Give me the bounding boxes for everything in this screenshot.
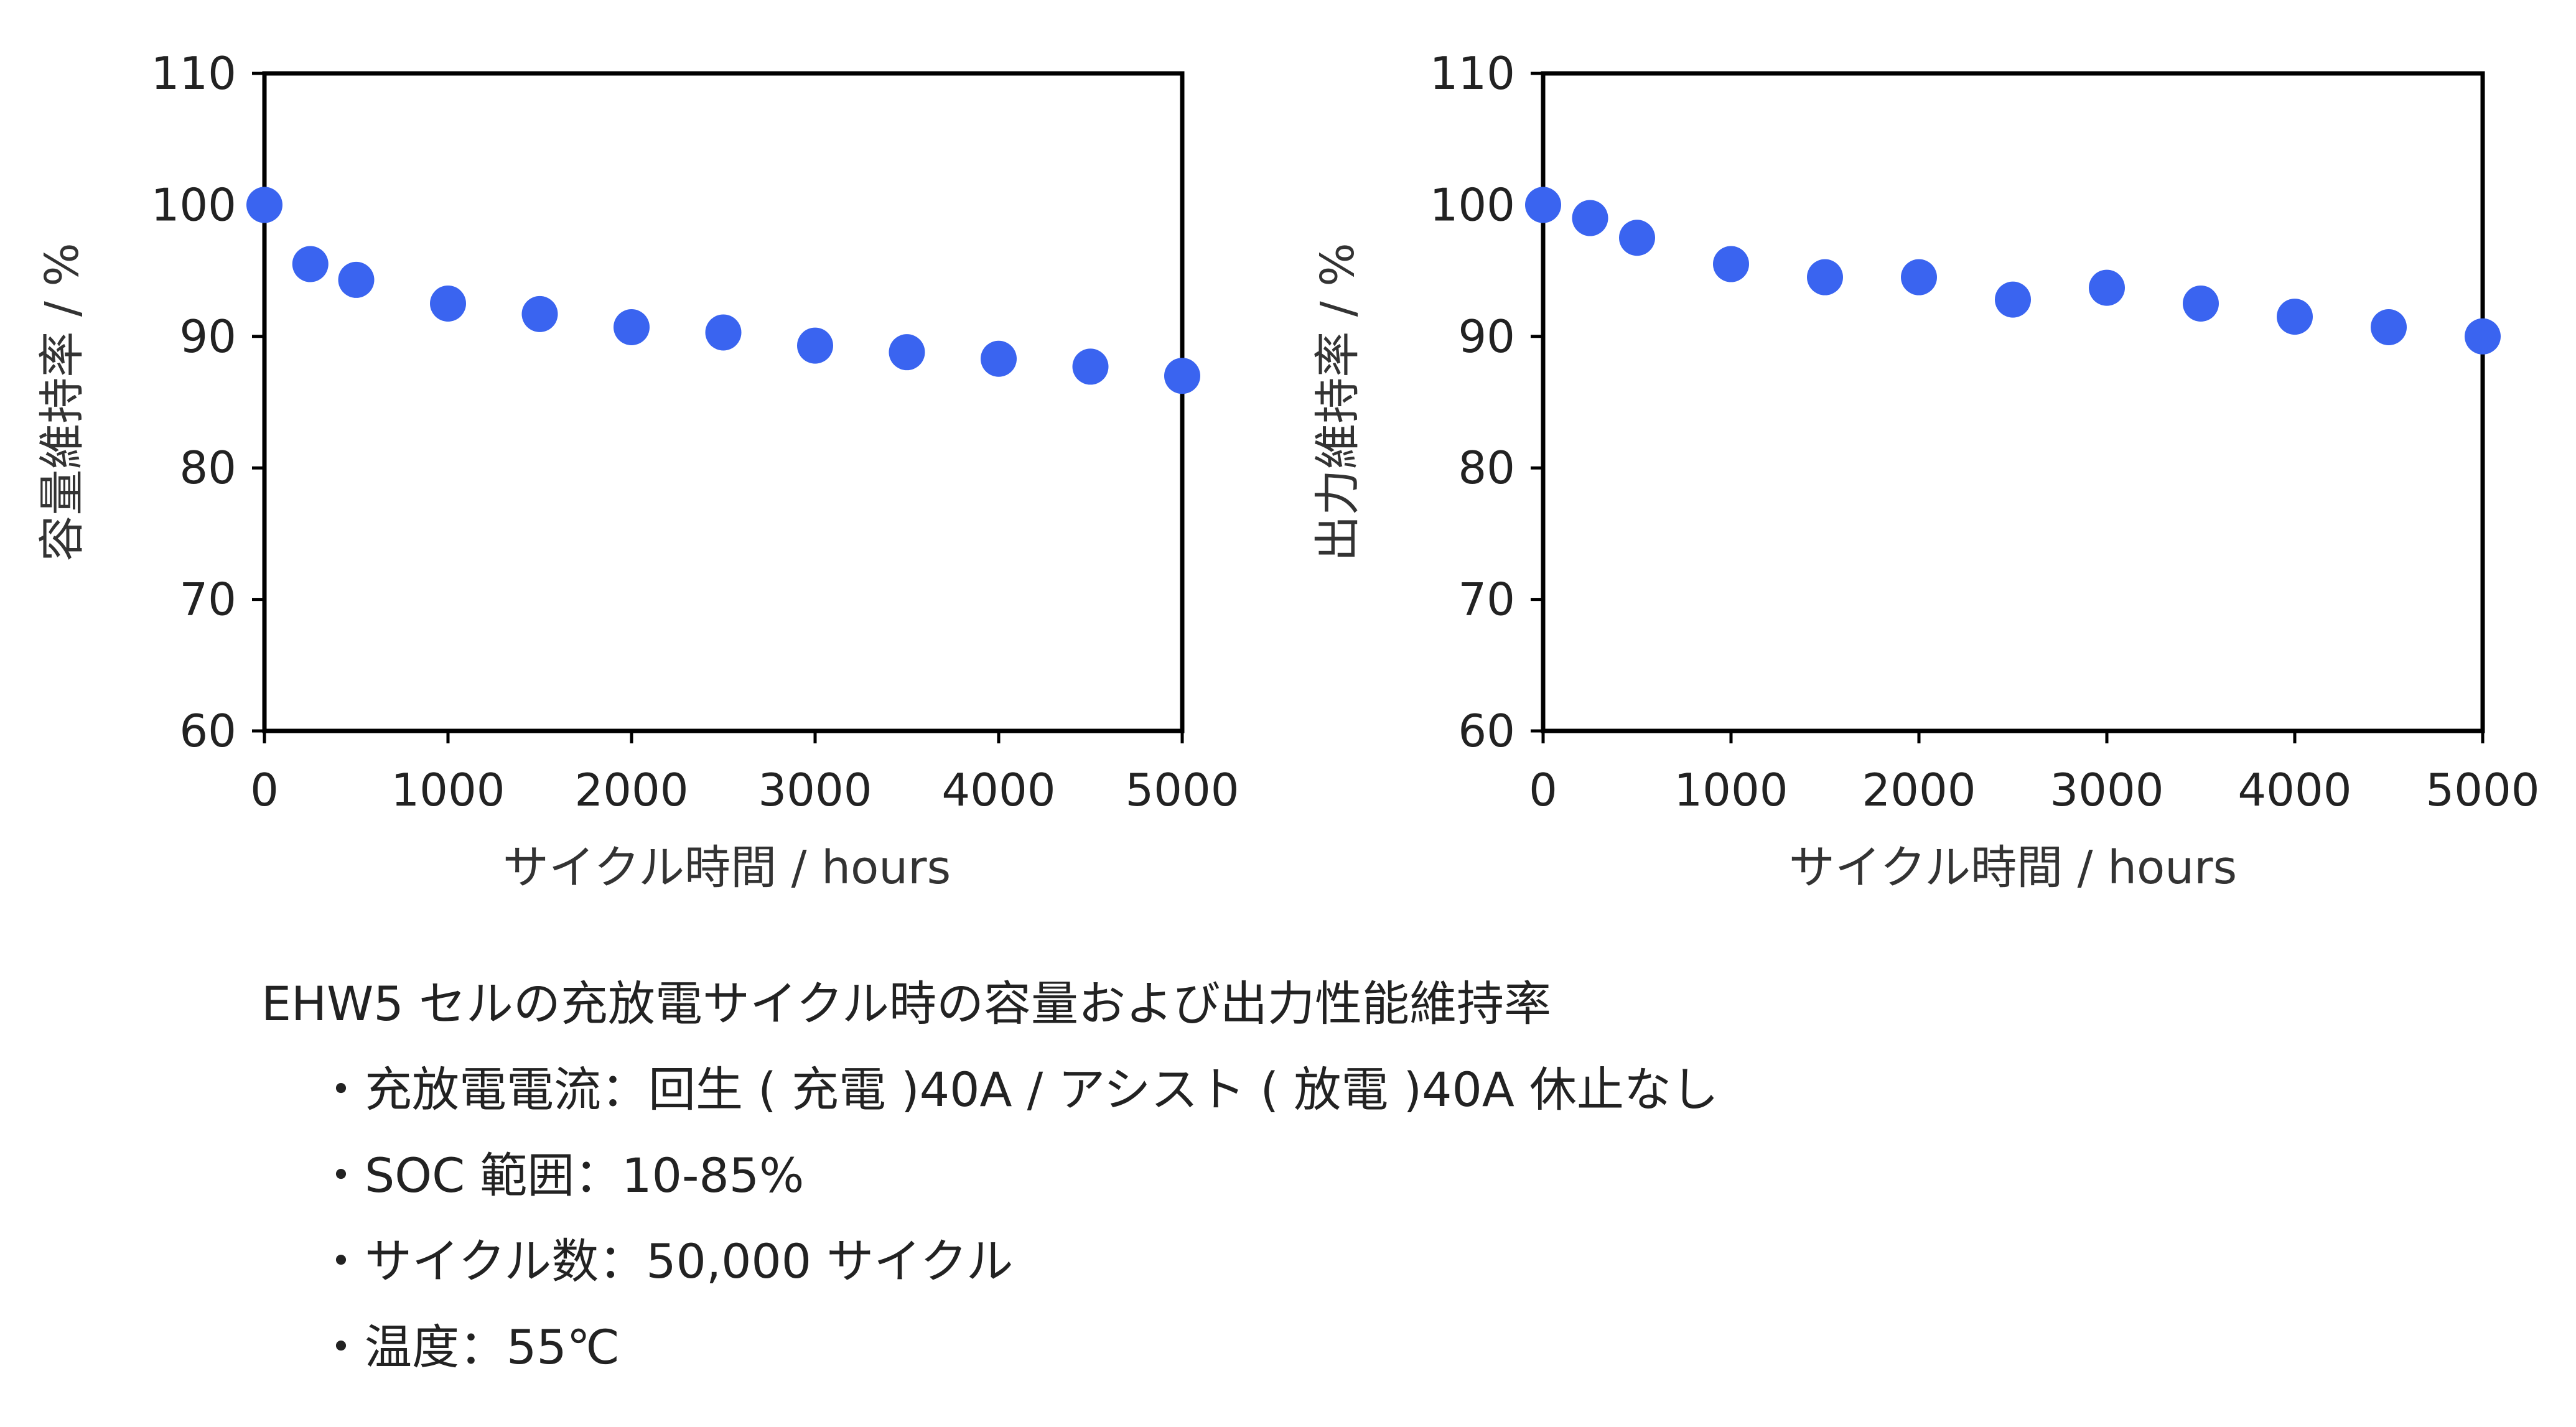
data-point xyxy=(705,314,742,351)
x-tick-label: 5000 xyxy=(1125,764,1239,816)
x-tick-label: 2000 xyxy=(574,764,688,816)
x-axis-label: サイクル時間 / hours xyxy=(503,841,951,895)
plot-frame xyxy=(1541,71,2485,733)
y-tick-label: 60 xyxy=(1458,705,1515,757)
x-tick-label: 2000 xyxy=(1862,764,1976,816)
data-point xyxy=(1713,246,1749,282)
data-point xyxy=(889,334,925,371)
data-point xyxy=(1995,281,2031,318)
y-tick-label: 100 xyxy=(151,179,236,231)
y-tick-label: 70 xyxy=(1458,574,1515,626)
x-tick-label: 3000 xyxy=(758,764,872,816)
caption-item-temperature: 温度：55℃ xyxy=(317,1304,2377,1390)
data-point xyxy=(2277,299,2313,335)
data-point xyxy=(1901,259,1937,295)
y-tick-label: 80 xyxy=(179,442,236,494)
y-tick-label: 60 xyxy=(179,705,236,757)
x-tick-label: 0 xyxy=(250,764,279,816)
x-tick-label: 1000 xyxy=(1674,764,1788,816)
data-point xyxy=(614,309,650,346)
x-tick-label: 3000 xyxy=(2050,764,2163,816)
y-tick-label: 100 xyxy=(1430,179,1515,231)
data-point xyxy=(338,261,375,298)
caption-item-current: 充放電電流：回生 ( 充電 )40A / アシスト ( 放電 )40A 休止なし xyxy=(317,1047,2377,1133)
y-tick-label: 90 xyxy=(1458,310,1515,363)
data-point xyxy=(1572,200,1608,236)
data-point xyxy=(2465,318,2501,355)
y-axis-label: 出力維持率 / % xyxy=(1311,243,1365,561)
figure-caption: EHW5 セルの充放電サイクル時の容量および出力性能維持率 充放電電流：回生 (… xyxy=(261,961,2377,1390)
y-tick-label: 90 xyxy=(179,310,236,363)
caption-item-cycle-count: サイクル数：50,000 サイクル xyxy=(317,1219,2377,1304)
plot-frame xyxy=(262,71,1185,733)
caption-conditions-list: 充放電電流：回生 ( 充電 )40A / アシスト ( 放電 )40A 休止なし… xyxy=(261,1047,2377,1390)
data-point xyxy=(430,285,466,322)
data-point xyxy=(1619,220,1655,256)
data-point xyxy=(521,295,558,332)
y-tick-label: 110 xyxy=(151,47,236,100)
data-point xyxy=(1072,348,1109,385)
caption-item-soc-range: SOC 範囲：10-85% xyxy=(317,1133,2377,1219)
x-tick-label: 1000 xyxy=(391,764,505,816)
data-point xyxy=(1807,259,1843,295)
x-tick-label: 4000 xyxy=(941,764,1055,816)
x-axis-label: サイクル時間 / hours xyxy=(1789,841,2237,895)
capacity-retention-chart: 60 70 80 90 100 110 0 1000 2000 3000 4000 5000 サイクル時… xyxy=(35,47,1239,895)
data-point xyxy=(246,187,282,223)
x-tick-label: 4000 xyxy=(2238,764,2351,816)
y-tick-label: 80 xyxy=(1458,442,1515,494)
power-retention-chart: 60 70 80 90 100 110 0 1000 2000 3000 4000 5000 サイクル時… xyxy=(1311,47,2540,895)
y-axis-label: 容量維持率 / % xyxy=(35,243,89,561)
data-point xyxy=(1164,358,1200,394)
x-tick-label: 5000 xyxy=(2425,764,2539,816)
data-point xyxy=(292,246,329,282)
y-tick-label: 110 xyxy=(1430,47,1515,100)
caption-title: EHW5 セルの充放電サイクル時の容量および出力性能維持率 xyxy=(261,976,1552,1031)
data-point xyxy=(2089,269,2125,306)
data-point xyxy=(2371,309,2407,346)
data-point xyxy=(2183,285,2219,322)
data-point xyxy=(981,340,1017,377)
y-tick-label: 70 xyxy=(179,574,236,626)
x-tick-label: 0 xyxy=(1529,764,1557,816)
data-point xyxy=(797,327,833,364)
data-point xyxy=(1525,187,1561,223)
